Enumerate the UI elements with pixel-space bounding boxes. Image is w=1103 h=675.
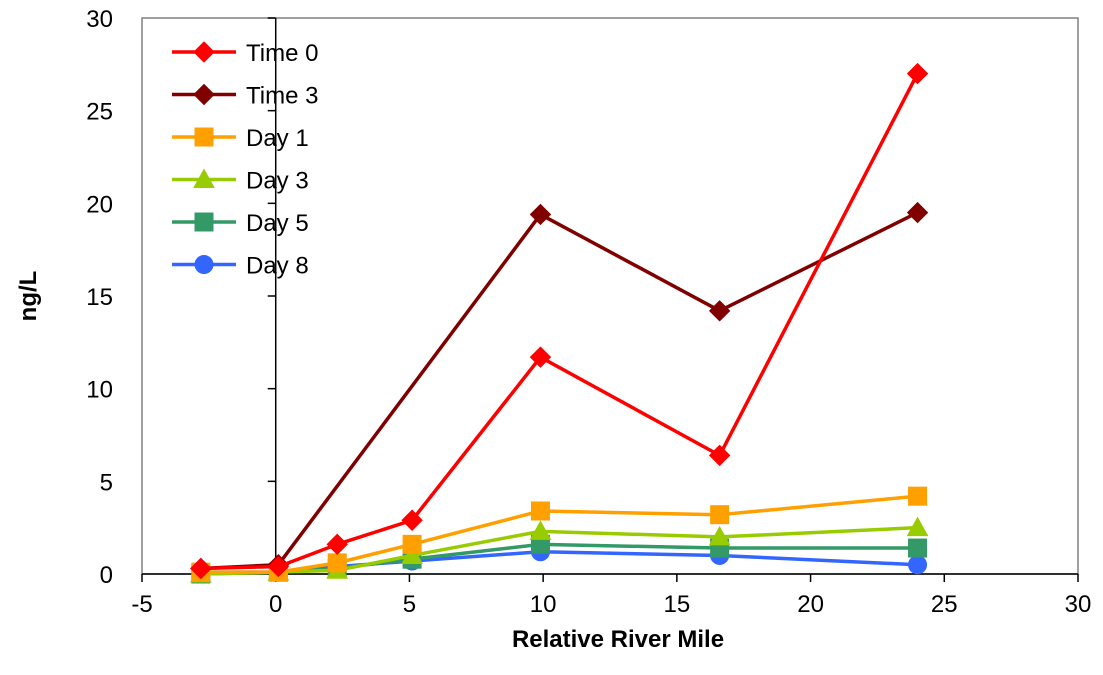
data-point-day-1 (530, 501, 550, 521)
legend-label: Time 3 (246, 83, 318, 110)
legend-item-day-8: Day 8 (172, 253, 309, 280)
data-point-day-3 (401, 544, 423, 564)
legend-item-day-3: Day 3 (172, 168, 309, 195)
x-tick-label: 10 (530, 591, 557, 618)
legend-label: Day 3 (246, 168, 309, 195)
legend-item-time-0: Time 0 (172, 40, 318, 67)
y-tick-label: 0 (100, 562, 113, 589)
data-point-day-3 (906, 516, 929, 537)
y-axis-title: ng/L (15, 271, 42, 322)
data-point-time-3 (906, 201, 929, 224)
data-point-day-5 (908, 538, 928, 558)
legend-marker (194, 255, 214, 274)
data-point-day-1 (908, 486, 928, 506)
legend-label: Time 0 (246, 40, 318, 67)
legend-item-time-3: Time 3 (172, 83, 318, 110)
data-point-day-1 (402, 534, 422, 554)
data-point-time-3 (529, 203, 552, 226)
data-point-day-1 (710, 505, 730, 525)
data-point-day-1 (327, 553, 347, 573)
series-layer (189, 62, 929, 584)
x-tick-label: 20 (797, 591, 824, 618)
data-point-day-3 (529, 520, 552, 540)
x-tick-label: 5 (403, 591, 416, 618)
x-axis-title: Relative River Mile (512, 626, 724, 653)
y-tick-label: 25 (86, 99, 113, 126)
data-point-time-0 (267, 555, 290, 578)
legend-marker (194, 212, 214, 232)
legend-item-day-5: Day 5 (172, 210, 309, 237)
data-point-time-0 (401, 509, 423, 531)
data-point-time-0 (708, 444, 731, 467)
series-time-0 (190, 62, 929, 580)
legend-label: Day 8 (246, 253, 309, 280)
data-point-time-0 (326, 533, 348, 556)
x-tick-label: 15 (664, 591, 691, 618)
legend-marker (194, 127, 214, 147)
legend-label: Day 1 (246, 125, 309, 152)
legend-label: Day 5 (246, 210, 309, 237)
data-point-time-3 (708, 300, 731, 322)
legend-marker (193, 168, 215, 188)
legend-item-day-1: Day 1 (172, 125, 309, 152)
data-point-time-0 (906, 62, 929, 85)
x-tick-label: 25 (931, 591, 958, 618)
x-tick-label: -5 (131, 591, 152, 618)
y-tick-label: 20 (86, 191, 113, 218)
legend: Time 0 Time 3 Day 1 Day 3 Day 5 Day 8 (172, 40, 318, 280)
y-tick-label: 30 (86, 6, 113, 33)
axes: -5 0 5 10 15 20 25 30 0 5 10 15 20 25 30 Relative River… (15, 6, 1091, 653)
legend-marker (193, 41, 215, 63)
data-point-time-0 (190, 557, 212, 580)
y-tick-label: 15 (86, 284, 113, 311)
x-tick-label: 30 (1065, 591, 1092, 618)
y-tick-label: 10 (86, 377, 113, 404)
data-point-time-0 (529, 346, 552, 368)
data-point-day-8 (908, 555, 928, 575)
series-day-3 (189, 516, 929, 583)
x-tick-label: 0 (269, 591, 282, 618)
legend-marker (193, 83, 215, 106)
data-point-day-3 (708, 525, 731, 546)
y-tick-label: 5 (100, 469, 113, 496)
